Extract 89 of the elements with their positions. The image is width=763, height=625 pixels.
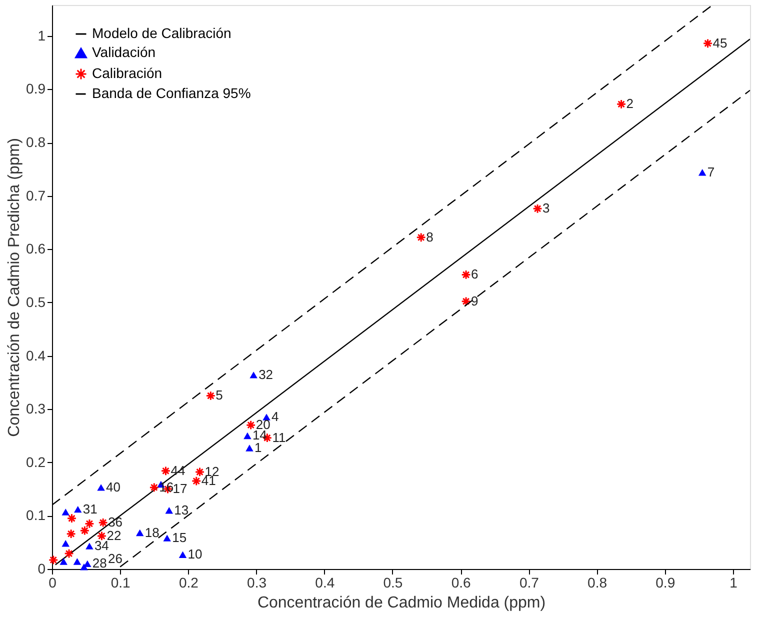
- annotation: 18: [144, 524, 160, 540]
- point: [698, 169, 706, 176]
- point: [80, 526, 90, 536]
- point: [461, 270, 471, 280]
- annotation: 26: [108, 550, 122, 566]
- y-tick-label: 0: [38, 560, 46, 576]
- point: [86, 542, 94, 550]
- annotation: 34: [94, 538, 109, 554]
- annotation: 1: [254, 440, 262, 455]
- annotation: 32: [258, 366, 274, 382]
- y-tick-label: 0.8: [26, 134, 46, 150]
- annotation: 13: [174, 502, 189, 518]
- point: [165, 507, 173, 514]
- annotation: 11: [272, 430, 286, 445]
- annotation: 40: [106, 479, 120, 494]
- annotation: 7: [707, 164, 715, 180]
- legend-label: Validación: [92, 44, 156, 60]
- legend-label: Banda de Confianza 95%: [92, 85, 251, 101]
- y-tick-label: 0.1: [26, 507, 46, 524]
- point: [416, 232, 426, 242]
- annotation: 22: [106, 528, 122, 543]
- point: [62, 540, 70, 547]
- annotation: 3: [542, 200, 550, 216]
- annotation: 16: [159, 479, 174, 494]
- x-tick-label: 0.4: [315, 574, 335, 590]
- point: [84, 518, 94, 529]
- annotation: 28: [92, 556, 107, 571]
- y-tick-label: 0.4: [26, 347, 46, 364]
- point: [73, 558, 82, 565]
- x-tick-label: 0.9: [656, 574, 676, 590]
- annotation: 2: [626, 96, 634, 112]
- y-tick-label: 0.3: [26, 400, 46, 417]
- y-tick-label: 0.9: [26, 80, 46, 97]
- point: [206, 390, 216, 401]
- point: [194, 467, 205, 477]
- point: [178, 551, 187, 558]
- point: [250, 372, 258, 378]
- point: [246, 420, 256, 430]
- x-tick-label: 0.7: [519, 574, 540, 590]
- point: [163, 534, 171, 542]
- point: [48, 555, 58, 565]
- annotation: 4: [272, 409, 279, 424]
- point: [62, 508, 70, 516]
- annotation: 6: [471, 266, 478, 282]
- point: [191, 476, 202, 486]
- x-tick-label: 1: [730, 574, 738, 590]
- y-tick-label: 0.6: [26, 240, 46, 257]
- y-tick-label: 0.7: [26, 187, 46, 204]
- point: [461, 296, 471, 306]
- point: [149, 482, 160, 492]
- annotation: 5: [216, 388, 223, 403]
- point: [160, 466, 171, 476]
- point: [60, 558, 68, 565]
- x-tick-label: 0.1: [110, 574, 131, 590]
- y-tick-label: 0.2: [26, 454, 46, 470]
- x-tick-label: 0.5: [383, 574, 403, 590]
- y-tick-label: 1: [38, 27, 46, 44]
- y-tick-label: 0.5: [26, 294, 46, 310]
- annotation: 8: [426, 229, 434, 244]
- x-tick-label: 0.3: [247, 574, 267, 590]
- point: [64, 548, 74, 558]
- annotation: 9: [471, 293, 478, 308]
- point: [96, 531, 107, 541]
- point: [616, 99, 626, 110]
- annotation: 45: [712, 35, 728, 50]
- point: [74, 506, 82, 513]
- legend-label: Calibración: [92, 65, 162, 81]
- y-axis-title: Concentración de Cadmio Predicha (ppm): [6, 138, 24, 437]
- x-tick-label: 0: [48, 574, 57, 590]
- annotation: 10: [188, 546, 202, 562]
- legend-label: Modelo de Calibración: [92, 25, 232, 41]
- annotation: 15: [172, 530, 187, 546]
- x-tick-label: 0.6: [451, 574, 472, 590]
- point: [136, 529, 144, 536]
- point: [80, 564, 88, 570]
- annotation: 36: [108, 514, 123, 530]
- annotation: 31: [82, 501, 98, 516]
- point: [66, 528, 76, 539]
- point: [702, 38, 713, 48]
- annotation: 17: [172, 481, 188, 496]
- point: [244, 432, 252, 440]
- x-tick-label: 0.2: [178, 574, 199, 590]
- x-tick-label: 0.8: [588, 574, 608, 590]
- point: [98, 518, 108, 528]
- point: [532, 204, 542, 214]
- point: [97, 484, 105, 491]
- x-axis-title: Concentración de Cadmio Medida (ppm): [257, 594, 546, 612]
- point: [66, 513, 77, 524]
- point: [246, 444, 254, 452]
